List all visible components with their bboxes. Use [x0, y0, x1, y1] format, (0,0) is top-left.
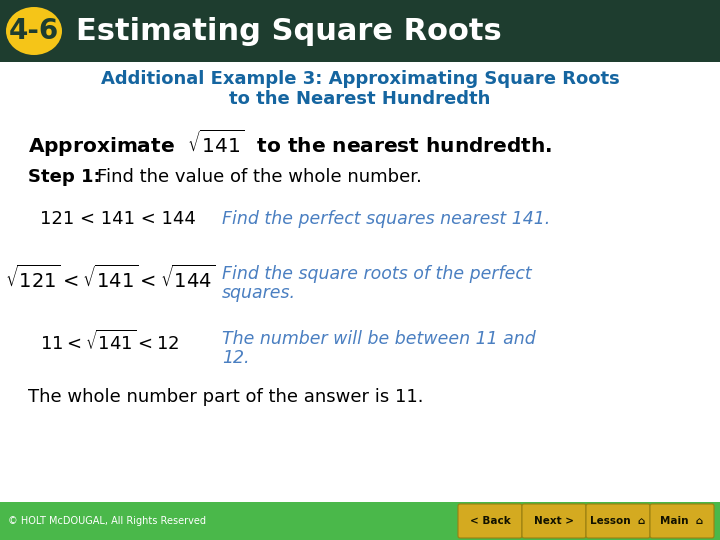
FancyBboxPatch shape — [650, 504, 714, 538]
Text: Main  ⌂: Main ⌂ — [660, 516, 703, 526]
Text: Lesson  ⌂: Lesson ⌂ — [590, 516, 646, 526]
Text: to the Nearest Hundredth: to the Nearest Hundredth — [229, 90, 491, 108]
FancyBboxPatch shape — [522, 504, 586, 538]
Text: Approximate  $\sqrt{141}$  to the nearest hundredth.: Approximate $\sqrt{141}$ to the nearest … — [28, 128, 552, 159]
FancyBboxPatch shape — [458, 504, 522, 538]
Text: Find the value of the whole number.: Find the value of the whole number. — [97, 168, 422, 186]
Text: $11 < \sqrt{141} < 12$: $11 < \sqrt{141} < 12$ — [40, 330, 179, 354]
Text: 12.: 12. — [222, 349, 250, 367]
Text: © HOLT McDOUGAL, All Rights Reserved: © HOLT McDOUGAL, All Rights Reserved — [8, 516, 206, 526]
Text: < Back: < Back — [469, 516, 510, 526]
Text: squares.: squares. — [222, 284, 296, 302]
Text: Find the perfect squares nearest 141.: Find the perfect squares nearest 141. — [222, 210, 550, 228]
Bar — [0, 502, 720, 540]
Bar — [0, 0, 720, 62]
Text: $\sqrt{121} < \sqrt{141} < \sqrt{144}$: $\sqrt{121} < \sqrt{141} < \sqrt{144}$ — [5, 265, 215, 292]
Text: Additional Example 3: Approximating Square Roots: Additional Example 3: Approximating Squa… — [101, 70, 619, 88]
FancyBboxPatch shape — [586, 504, 650, 538]
Text: The whole number part of the answer is 11.: The whole number part of the answer is 1… — [28, 388, 423, 406]
Text: Next >: Next > — [534, 516, 574, 526]
Text: 121 < 141 < 144: 121 < 141 < 144 — [40, 210, 196, 228]
Ellipse shape — [6, 7, 62, 55]
Text: Step 1:: Step 1: — [28, 168, 101, 186]
Text: 4-6: 4-6 — [9, 17, 59, 45]
Text: The number will be between 11 and: The number will be between 11 and — [222, 330, 536, 348]
Text: Find the square roots of the perfect: Find the square roots of the perfect — [222, 265, 532, 283]
Text: Estimating Square Roots: Estimating Square Roots — [76, 17, 502, 45]
